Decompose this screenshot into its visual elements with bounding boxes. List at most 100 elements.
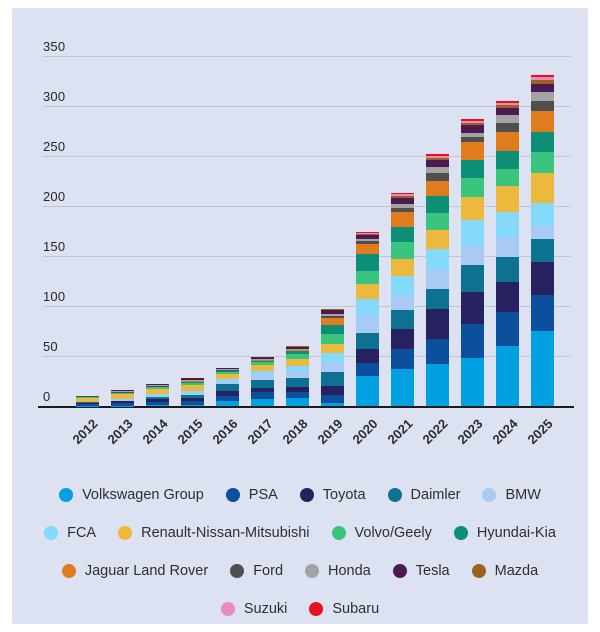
bar-segment-hyundai-kia — [426, 196, 449, 213]
bar-segment-mazda — [356, 234, 379, 235]
legend-swatch-icon — [220, 602, 235, 616]
legend-label: Suzuki — [243, 601, 288, 617]
bar-segment-honda — [216, 369, 239, 370]
bar-segment-honda — [286, 348, 309, 349]
legend-swatch-icon — [309, 602, 324, 616]
bar-segment-tesla — [461, 125, 484, 133]
bar-segment-renault-nissan-mitsubishi — [496, 186, 519, 212]
bar-segment-toyota — [181, 397, 204, 401]
bar-segment-psa — [76, 403, 99, 406]
legend-swatch-icon — [61, 564, 76, 578]
bar-segment-mazda — [391, 196, 414, 198]
legend-item-fca: FCA — [44, 525, 96, 541]
bar-segment-mazda — [531, 80, 554, 84]
bar-segment-volkswagen-group — [356, 376, 379, 406]
bar-segment-jaguar-land-rover — [461, 142, 484, 160]
bar-segment-tesla — [146, 384, 169, 385]
legend-swatch-icon — [59, 488, 74, 502]
bar-segment-fca — [321, 353, 344, 362]
bar-segment-fca — [496, 212, 519, 237]
bar-segment-ford — [531, 101, 554, 111]
bar-segment-toyota — [76, 402, 99, 404]
bar-segment-psa — [111, 403, 134, 406]
bar-2019 — [321, 309, 344, 406]
bar-segment-hyundai-kia — [111, 392, 134, 393]
bar-segment-psa — [286, 392, 309, 398]
bar-segment-hyundai-kia — [181, 381, 204, 383]
legend-label: Subaru — [332, 601, 380, 617]
grid-line — [43, 206, 571, 207]
legend-swatch-icon — [299, 488, 314, 502]
bar-segment-hyundai-kia — [286, 351, 309, 354]
bar-segment-honda — [146, 385, 169, 386]
bar-segment-hyundai-kia — [321, 325, 344, 334]
bar-segment-bmw — [216, 381, 239, 384]
bar-segment-volkswagen-group — [321, 403, 344, 406]
legend-label: PSA — [248, 487, 278, 503]
bar-segment-daimler — [496, 257, 519, 282]
y-axis-label: 250 — [43, 139, 66, 154]
bar-segment-tesla — [251, 357, 274, 359]
bar-segment-volkswagen-group — [391, 369, 414, 406]
bar-segment-toyota — [286, 387, 309, 392]
legend-label: Mazda — [494, 563, 539, 579]
bar-segment-renault-nissan-mitsubishi — [146, 389, 169, 394]
bar-segment-daimler — [286, 378, 309, 387]
bar-segment-mazda — [496, 105, 519, 108]
bar-segment-subaru — [426, 154, 449, 156]
bar-segment-daimler — [111, 400, 134, 401]
y-axis-label: 200 — [43, 189, 66, 204]
bar-segment-volvo-geely — [356, 271, 379, 284]
bar-2021 — [391, 193, 414, 406]
bar-segment-renault-nissan-mitsubishi — [461, 197, 484, 220]
bar-segment-hyundai-kia — [146, 386, 169, 387]
bar-segment-fca — [531, 203, 554, 226]
bar-segment-fca — [111, 399, 134, 400]
bar-2013 — [111, 390, 134, 406]
bar-segment-renault-nissan-mitsubishi — [286, 359, 309, 366]
bar-segment-toyota — [251, 388, 274, 392]
bar-segment-tesla — [286, 346, 309, 349]
bar-segment-daimler — [251, 380, 274, 388]
bar-segment-bmw — [461, 246, 484, 265]
legend-item-mazda: Mazda — [471, 563, 539, 579]
legend-item-volkswagen-group: Volkswagen Group — [59, 487, 204, 503]
bar-segment-toyota — [496, 282, 519, 312]
legend-label: Jaguar Land Rover — [84, 563, 209, 579]
bar-segment-honda — [251, 358, 274, 359]
bar-segment-toyota — [426, 309, 449, 339]
bar-segment-hyundai-kia — [496, 151, 519, 169]
bar-segment-volkswagen-group — [496, 346, 519, 406]
legend-row: Jaguar Land Rover Ford Honda Tesla Mazda — [12, 552, 588, 590]
bar-segment-hyundai-kia — [356, 254, 379, 271]
bar-segment-volvo-geely — [426, 213, 449, 230]
bar-2018 — [286, 346, 309, 406]
bar-segment-honda — [321, 314, 344, 316]
bar-segment-renault-nissan-mitsubishi — [181, 385, 204, 391]
bar-segment-volkswagen-group — [461, 358, 484, 406]
legend-label: Volvo/Geely — [354, 525, 432, 541]
bar-segment-hyundai-kia — [391, 227, 414, 242]
bar-segment-daimler — [531, 239, 554, 262]
bar-segment-subaru — [461, 119, 484, 121]
legend-swatch-icon — [225, 488, 240, 502]
bar-segment-mazda — [286, 346, 309, 347]
plot-area: 0 50 100 150 200 250 300 350 2012 2013 2014 2015 201… — [12, 8, 588, 478]
legend-swatch-icon — [482, 488, 497, 502]
bar-segment-bmw — [426, 269, 449, 289]
bar-segment-ford — [286, 349, 309, 350]
bar-segment-bmw — [496, 237, 519, 257]
bar-segment-volkswagen-group — [251, 399, 274, 406]
bar-segment-renault-nissan-mitsubishi — [391, 259, 414, 276]
legend-item-renault-nissan-mitsubishi: Renault-Nissan-Mitsubishi — [118, 525, 310, 541]
bar-segment-honda — [461, 133, 484, 137]
bar-segment-ford — [76, 396, 99, 397]
legend-row: FCA Renault-Nissan-Mitsubishi Volvo/Geely H… — [12, 514, 588, 552]
bar-segment-jaguar-land-rover — [496, 132, 519, 151]
bar-segment-jaguar-land-rover — [426, 181, 449, 196]
bar-segment-ford — [146, 385, 169, 386]
legend-item-subaru: Subaru — [309, 601, 379, 617]
legend-swatch-icon — [230, 564, 245, 578]
bar-segment-volkswagen-group — [146, 405, 169, 406]
bar-segment-volvo-geely — [146, 387, 169, 389]
